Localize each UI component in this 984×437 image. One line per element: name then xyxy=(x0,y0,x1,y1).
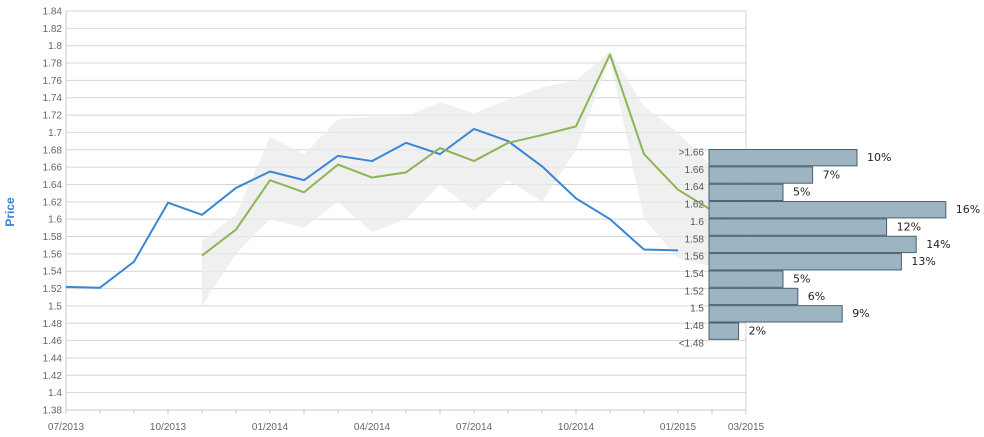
y-tick-label: 1.38 xyxy=(43,406,63,417)
distribution-bar-value: 5% xyxy=(793,272,810,285)
distribution-category-label: 1.66 xyxy=(685,165,705,176)
y-tick-label: 1.42 xyxy=(43,371,63,382)
y-tick-label: 1.54 xyxy=(43,267,63,278)
x-tick-label: 03/2015 xyxy=(728,422,765,433)
axes: 1.38 1.4 1.42 1.44 1.46 1.48 1.5 1.52 1.54 1.56 1.… xyxy=(43,7,765,434)
x-tick-label: 10/2013 xyxy=(150,422,187,433)
y-tick-label: 1.82 xyxy=(43,24,63,35)
y-axis-label: Price xyxy=(3,197,17,227)
distribution-bar-value: 7% xyxy=(823,168,840,181)
distribution-bar-value: 5% xyxy=(793,186,810,199)
series-line-forecast xyxy=(201,53,747,257)
distribution-bar xyxy=(708,218,888,236)
x-tick-label: 07/2014 xyxy=(456,422,493,433)
y-tick-label: 1.58 xyxy=(43,232,63,243)
distribution-bar-value: 12% xyxy=(897,220,921,233)
distribution-bar-value: 14% xyxy=(926,238,950,251)
y-tick-label: 1.6 xyxy=(48,215,62,226)
series-lines xyxy=(65,53,747,289)
distribution-category-label: 1.64 xyxy=(685,182,705,193)
distribution-category-label: 1.52 xyxy=(685,286,705,297)
distribution-bars: >1.66 10% 1.66 7% 1.64 5% 1.62 16% 1.6 12% 1.58 14%… xyxy=(679,148,981,350)
x-tick-label: 10/2014 xyxy=(558,422,595,433)
y-tick-label: 1.68 xyxy=(43,145,63,156)
distribution-category-label: 1.6 xyxy=(690,217,704,228)
y-tick-label: 1.78 xyxy=(43,59,63,70)
distribution-bar-value: 16% xyxy=(956,203,980,216)
distribution-category-label: 1.62 xyxy=(685,200,705,211)
y-tick-label: 1.62 xyxy=(43,197,63,208)
distribution-bar-value: 13% xyxy=(911,255,935,268)
distribution-category-label: <1.48 xyxy=(679,338,705,349)
distribution-bar xyxy=(708,305,843,323)
x-tick-label: 04/2014 xyxy=(354,422,391,433)
distribution-category-label: >1.66 xyxy=(679,148,705,159)
y-tick-label: 1.8 xyxy=(48,41,62,52)
y-tick-label: 1.72 xyxy=(43,111,63,122)
distribution-bar-value: 6% xyxy=(808,290,825,303)
y-tick-label: 1.48 xyxy=(43,319,63,330)
distribution-category-label: 1.48 xyxy=(685,321,705,332)
distribution-category-label: 1.56 xyxy=(685,252,705,263)
distribution-category-label: 1.58 xyxy=(685,234,705,245)
distribution-category-label: 1.54 xyxy=(685,269,705,280)
y-tick-label: 1.74 xyxy=(43,93,63,104)
distribution-bar xyxy=(708,235,917,254)
x-tick-label: 01/2015 xyxy=(660,422,697,433)
distribution-bar xyxy=(708,183,784,202)
distribution-bar xyxy=(708,287,799,306)
y-tick-label: 1.84 xyxy=(43,7,63,18)
y-tick-label: 1.64 xyxy=(43,180,63,191)
distribution-bar xyxy=(708,270,784,288)
distribution-bar xyxy=(708,201,947,219)
y-tick-label: 1.66 xyxy=(43,163,63,174)
x-tick-label: 07/2013 xyxy=(48,422,85,433)
distribution-bar-value: 9% xyxy=(852,307,869,320)
y-tick-label: 1.46 xyxy=(43,336,63,347)
distribution-bar xyxy=(708,253,902,271)
y-tick-label: 1.44 xyxy=(43,353,63,364)
y-tick-label: 1.4 xyxy=(48,388,62,399)
y-tick-label: 1.56 xyxy=(43,249,63,260)
y-tick-label: 1.5 xyxy=(48,301,62,312)
series-line-historical xyxy=(65,127,679,289)
y-tick-label: 1.52 xyxy=(43,284,63,295)
x-tick-label: 01/2014 xyxy=(252,422,289,433)
forecast-range-area xyxy=(202,51,746,306)
distribution-category-label: 1.5 xyxy=(690,304,704,315)
distribution-bar xyxy=(708,322,740,340)
distribution-bar xyxy=(708,149,858,167)
y-tick-label: 1.7 xyxy=(48,128,62,139)
forecast-band xyxy=(202,51,746,306)
distribution-bar xyxy=(708,166,814,184)
distribution-bar-value: 2% xyxy=(749,325,766,338)
y-tick-label: 1.76 xyxy=(43,76,63,87)
distribution-bar-value: 10% xyxy=(867,151,891,164)
